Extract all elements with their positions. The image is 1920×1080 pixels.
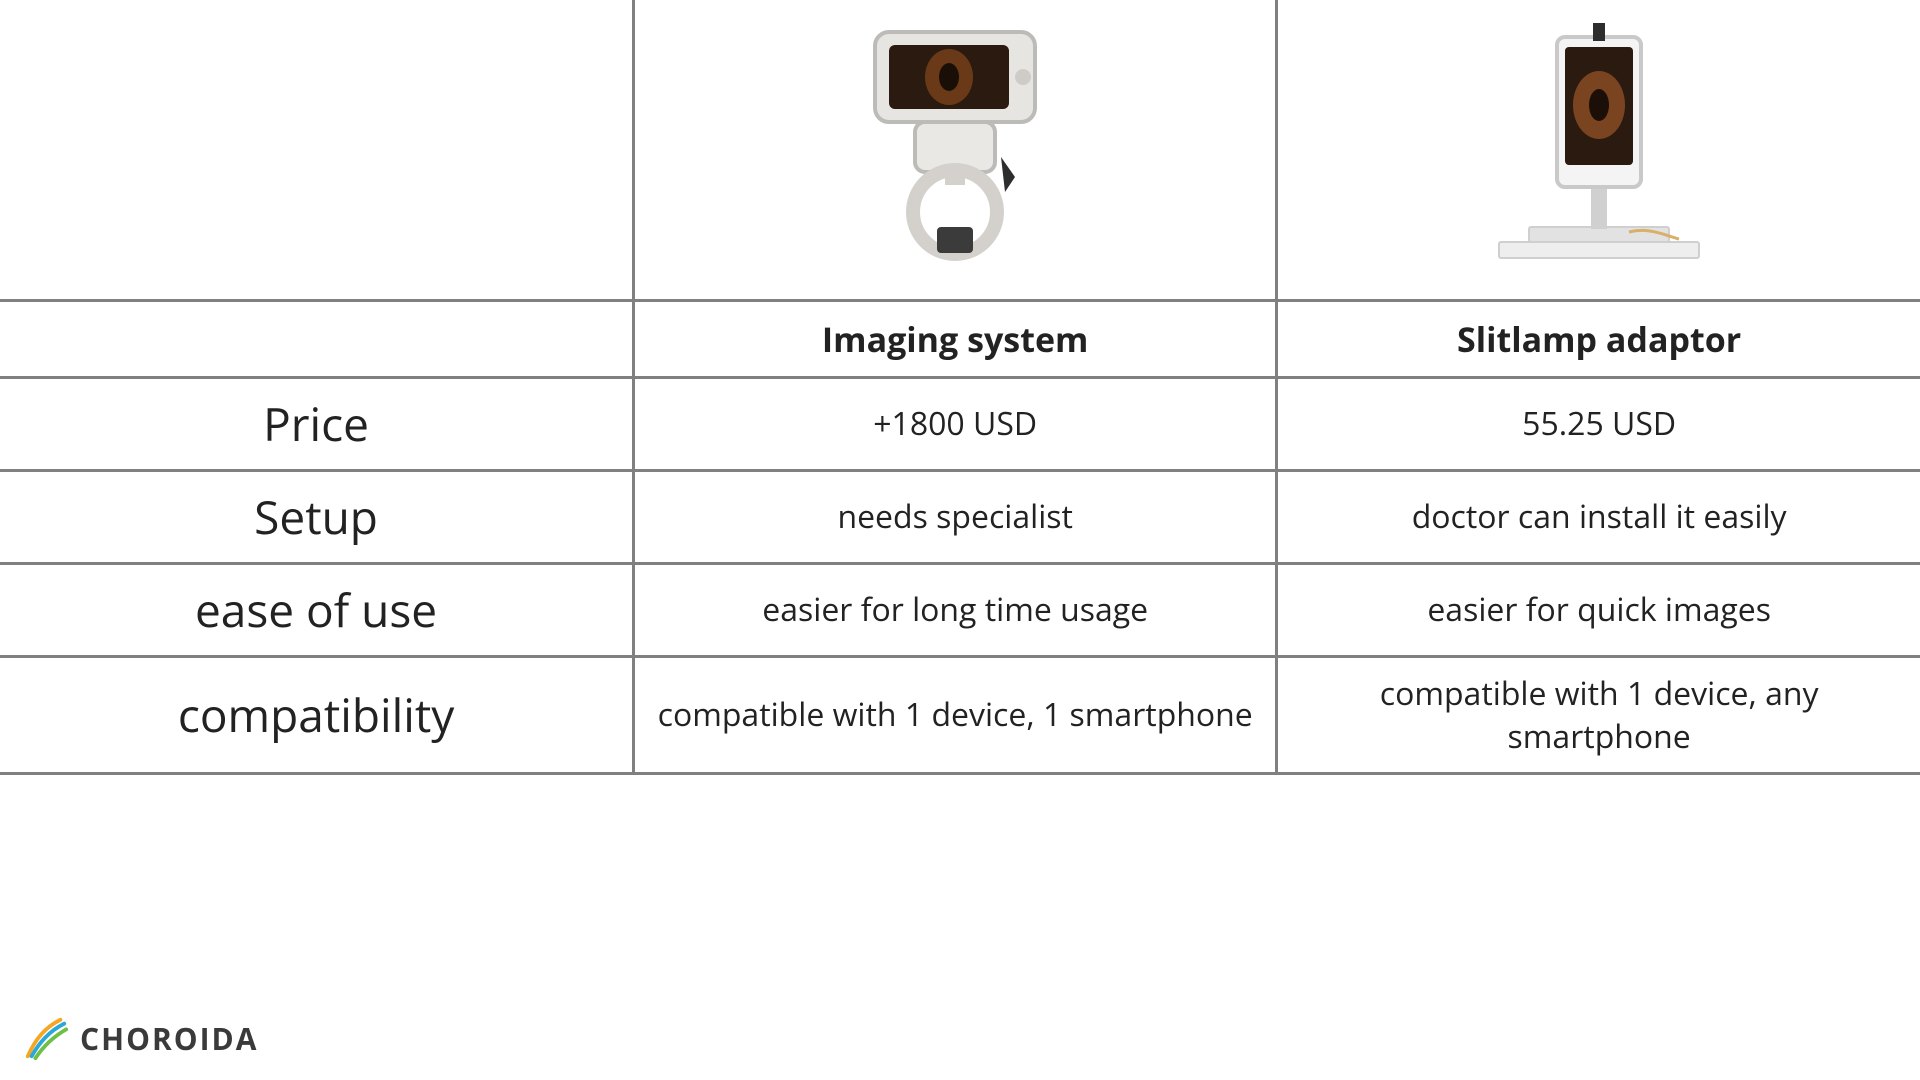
- brand-logo: CHOROIDA: [22, 1014, 258, 1062]
- product-a-image-cell: [634, 0, 1277, 300]
- product-a-header: Imaging system: [634, 300, 1277, 377]
- cell-ease-a: easier for long time usage: [634, 563, 1277, 656]
- row-label-price: Price: [0, 377, 634, 470]
- cell-setup-b: doctor can install it easily: [1277, 470, 1920, 563]
- imaging-device-icon: [855, 17, 1055, 277]
- row-label-compat: compatibility: [0, 656, 634, 773]
- table-row: compatibility compatible with 1 device, …: [0, 656, 1920, 773]
- empty-header-cell: [0, 300, 634, 377]
- product-b-image-cell: [1277, 0, 1920, 300]
- brand-name: CHOROIDA: [80, 1018, 258, 1059]
- cell-setup-a: needs specialist: [634, 470, 1277, 563]
- comparison-page: Imaging system Slitlamp adaptor Price +1…: [0, 0, 1920, 1080]
- comparison-table: Imaging system Slitlamp adaptor Price +1…: [0, 0, 1920, 775]
- table-image-row: [0, 0, 1920, 300]
- table-row: ease of use easier for long time usage e…: [0, 563, 1920, 656]
- cell-compat-b: compatible with 1 device, any smartphone: [1277, 656, 1920, 773]
- product-b-header: Slitlamp adaptor: [1277, 300, 1920, 377]
- row-label-ease: ease of use: [0, 563, 634, 656]
- table-row: Price +1800 USD 55.25 USD: [0, 377, 1920, 470]
- row-label-setup: Setup: [0, 470, 634, 563]
- empty-corner-cell: [0, 0, 634, 300]
- cell-price-a: +1800 USD: [634, 377, 1277, 470]
- table-row: Setup needs specialist doctor can instal…: [0, 470, 1920, 563]
- cell-compat-a: compatible with 1 device, 1 smartphone: [634, 656, 1277, 773]
- cell-price-b: 55.25 USD: [1277, 377, 1920, 470]
- slitlamp-adaptor-icon: [1479, 17, 1719, 277]
- feather-icon: [22, 1014, 70, 1062]
- table-header-row: Imaging system Slitlamp adaptor: [0, 300, 1920, 377]
- cell-ease-b: easier for quick images: [1277, 563, 1920, 656]
